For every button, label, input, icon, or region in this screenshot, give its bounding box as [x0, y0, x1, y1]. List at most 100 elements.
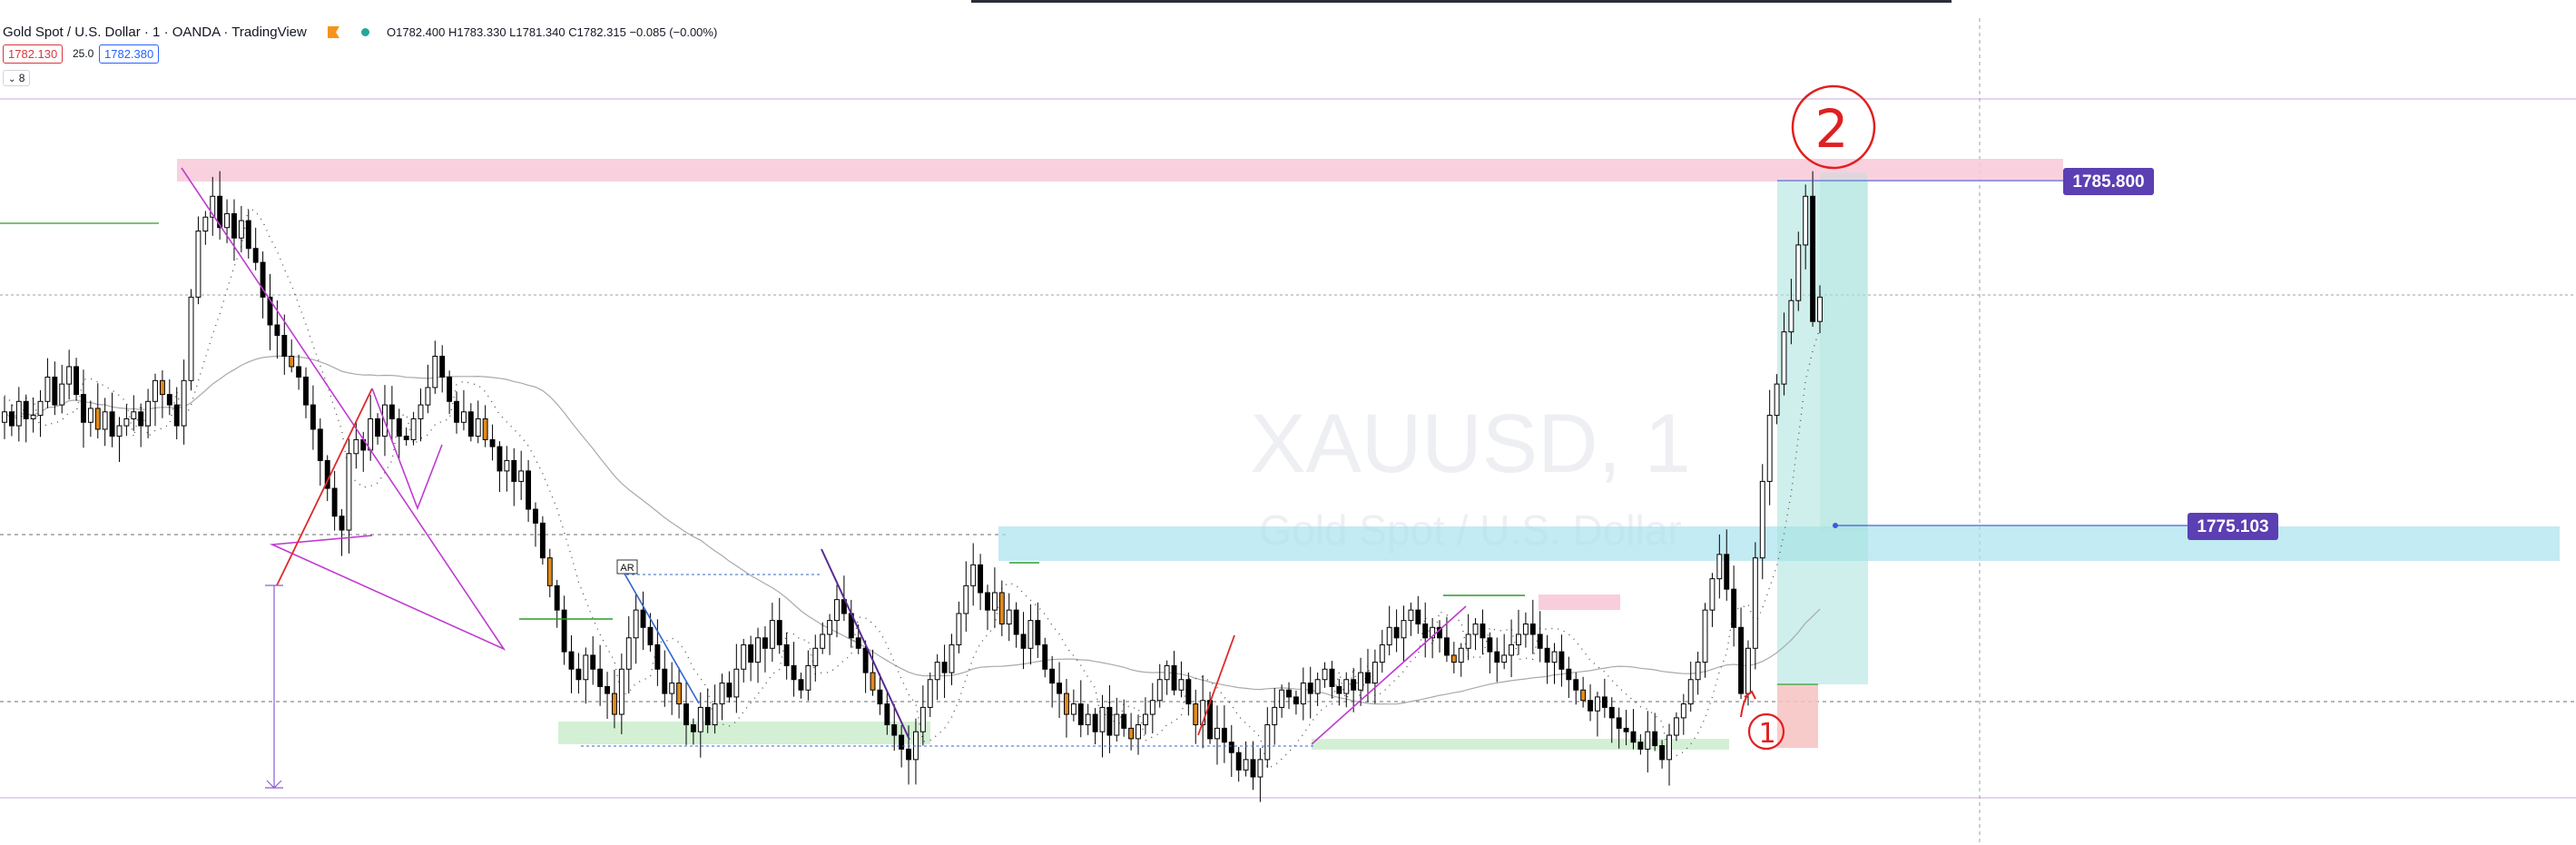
candle — [331, 487, 338, 517]
candle — [1594, 696, 1600, 712]
candle — [1064, 693, 1069, 715]
candle — [195, 231, 202, 298]
candle — [625, 637, 632, 670]
resistance-zone — [177, 159, 2063, 182]
candle — [439, 355, 446, 378]
candle — [1136, 724, 1141, 740]
zigzag-line-red-2 — [1197, 634, 1235, 736]
candle — [1279, 689, 1285, 708]
candle — [504, 459, 510, 472]
candle — [1667, 734, 1672, 761]
candle — [1465, 634, 1471, 649]
candle — [1430, 626, 1436, 639]
candle — [1637, 742, 1644, 750]
symbol-title[interactable]: Gold Spot / U.S. Dollar · 1 · OANDA · Tr… — [3, 25, 307, 40]
price-label-high-box — [2063, 168, 2154, 195]
candle — [1322, 668, 1328, 681]
candle — [1487, 637, 1493, 653]
candle — [855, 637, 861, 649]
candle — [1537, 634, 1543, 649]
candle — [116, 425, 123, 437]
candle — [1680, 703, 1686, 719]
candle — [1393, 626, 1400, 639]
candle — [1516, 634, 1521, 645]
candle — [683, 703, 689, 726]
sell-button[interactable]: 1782.130 — [3, 44, 64, 64]
candle — [231, 212, 237, 239]
candle — [1070, 703, 1077, 715]
candle — [704, 706, 711, 726]
candle — [109, 411, 115, 437]
candle — [963, 585, 969, 614]
candle — [210, 195, 216, 218]
candle — [1745, 647, 1751, 694]
candle — [533, 508, 538, 524]
candle — [733, 668, 740, 698]
candle — [454, 400, 459, 423]
candle — [605, 685, 610, 694]
buy-button[interactable]: 1782.380 — [99, 44, 160, 64]
candle — [561, 609, 567, 653]
candle — [346, 453, 352, 531]
candle — [1580, 689, 1587, 702]
candle — [1193, 703, 1199, 726]
candle — [511, 459, 517, 482]
candle — [37, 400, 44, 417]
candle — [554, 585, 560, 611]
candle — [1042, 644, 1048, 670]
candle — [1480, 623, 1486, 639]
candle — [274, 324, 280, 336]
candle — [1272, 706, 1278, 726]
candle — [1099, 706, 1106, 732]
candle — [152, 379, 158, 402]
candle — [1013, 609, 1019, 635]
candle — [1142, 713, 1148, 726]
candle — [475, 418, 481, 437]
candle — [956, 613, 962, 645]
candle — [1709, 578, 1716, 611]
candle — [526, 470, 532, 510]
hand-drawn-arrow — [1740, 690, 1756, 718]
candle — [662, 668, 668, 694]
candle — [8, 411, 15, 427]
candle — [1250, 759, 1256, 778]
price-label-level-box — [2188, 513, 2278, 540]
candle — [884, 703, 890, 726]
candle — [30, 415, 36, 419]
candle — [353, 438, 359, 455]
candle — [1092, 713, 1098, 732]
candle — [769, 620, 775, 649]
candle — [202, 216, 209, 232]
candle — [575, 668, 582, 681]
candle — [1164, 664, 1170, 681]
candle — [224, 212, 231, 229]
candle — [260, 261, 266, 298]
candle — [252, 248, 259, 263]
candle — [690, 724, 696, 732]
candle — [296, 366, 302, 378]
candle — [1458, 647, 1464, 663]
candle — [998, 592, 1005, 624]
candle — [755, 637, 761, 663]
candle — [726, 683, 732, 698]
candle — [1408, 609, 1414, 622]
candle — [145, 400, 152, 427]
candle — [418, 404, 424, 419]
candle — [1365, 672, 1371, 684]
candle — [919, 706, 926, 732]
candle — [611, 693, 617, 715]
watermark-ticker: XAUUSD, 1 — [1250, 398, 1691, 490]
indicator-toggle-button[interactable]: ⌄ 8 — [3, 70, 31, 86]
candle — [697, 706, 703, 732]
candle — [1781, 331, 1787, 385]
candle — [1472, 623, 1479, 635]
candle — [1659, 745, 1666, 761]
candle — [1293, 696, 1299, 705]
candle — [217, 195, 223, 229]
candle — [410, 418, 417, 440]
candle — [138, 411, 144, 427]
candle — [1243, 759, 1249, 771]
candle — [1509, 644, 1515, 656]
candle — [985, 592, 990, 611]
